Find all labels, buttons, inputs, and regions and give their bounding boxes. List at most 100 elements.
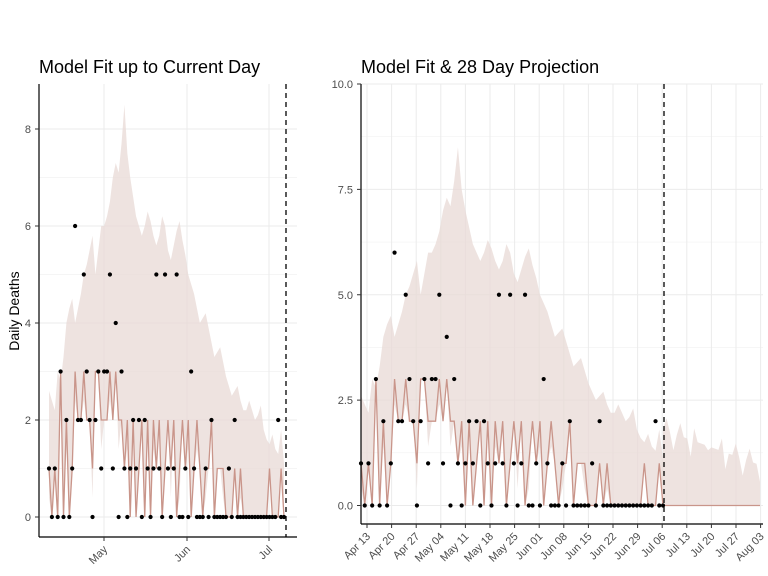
left-observed-point bbox=[46, 466, 52, 471]
left-observed-point bbox=[90, 514, 95, 520]
right-observed-point bbox=[549, 503, 554, 508]
left-observed-point bbox=[119, 369, 124, 374]
right-observed-point bbox=[537, 503, 543, 508]
right-observed-point bbox=[556, 503, 561, 508]
right-observed-point bbox=[388, 461, 393, 466]
right-observed-point bbox=[649, 503, 654, 508]
right-observed-point bbox=[619, 503, 625, 508]
left-observed-point bbox=[151, 466, 156, 471]
left-chart-title: Model Fit up to Current Day bbox=[39, 57, 260, 77]
left-observed-point bbox=[264, 514, 269, 520]
left-observed-point bbox=[238, 514, 243, 520]
right-x-tick-label: Jul 06 bbox=[639, 531, 668, 560]
right-observed-point bbox=[489, 503, 494, 508]
left-observed-point bbox=[96, 369, 101, 374]
right-x-tick-label: Jul 20 bbox=[688, 531, 717, 560]
right-observed-point bbox=[370, 503, 375, 508]
left-observed-point bbox=[78, 417, 84, 423]
left-observed-point bbox=[128, 466, 133, 471]
left-observed-point bbox=[281, 514, 287, 520]
left-observed-point bbox=[122, 466, 127, 471]
right-observed-point bbox=[384, 503, 390, 508]
right-observed-point bbox=[604, 503, 610, 508]
right-observed-point bbox=[481, 419, 487, 424]
right-observed-point bbox=[444, 334, 449, 339]
left-y-tick-label: 2 bbox=[25, 415, 31, 427]
left-y-tick-label: 0 bbox=[25, 512, 31, 524]
right-observed-point bbox=[496, 292, 502, 297]
right-observed-point bbox=[552, 503, 557, 508]
right-observed-point bbox=[403, 292, 408, 297]
left-observed-point bbox=[110, 466, 115, 471]
left-observed-point bbox=[212, 514, 217, 520]
left-observed-point bbox=[131, 417, 136, 423]
right-observed-point bbox=[645, 503, 651, 508]
left-observed-point bbox=[197, 514, 202, 520]
right-observed-point bbox=[429, 376, 434, 382]
left-observed-point bbox=[273, 514, 278, 520]
right-observed-point bbox=[597, 419, 602, 424]
right-observed-point bbox=[567, 419, 572, 424]
right-observed-point bbox=[534, 461, 539, 466]
left-observed-point bbox=[226, 466, 231, 471]
right-observed-point bbox=[578, 503, 584, 508]
left-observed-point bbox=[186, 514, 191, 520]
left-y-tick-label: 8 bbox=[25, 124, 31, 136]
left-observed-point bbox=[104, 369, 110, 374]
left-observed-point bbox=[191, 466, 197, 471]
left-observed-point bbox=[116, 514, 121, 520]
left-observed-point bbox=[249, 514, 255, 520]
right-observed-point bbox=[660, 503, 666, 508]
left-observed-point bbox=[247, 514, 252, 520]
left-observed-point bbox=[183, 466, 188, 471]
left-observed-point bbox=[261, 514, 266, 520]
left-observed-point bbox=[49, 514, 55, 520]
right-observed-point bbox=[515, 503, 520, 508]
right-y-tick-label: 5.0 bbox=[338, 290, 353, 302]
left-observed-point bbox=[276, 417, 281, 423]
right-observed-point bbox=[478, 503, 483, 508]
right-observed-point bbox=[560, 461, 565, 466]
left-panel: 0 2 4 6 8 May Jun Jul bbox=[25, 84, 297, 567]
right-observed-point bbox=[467, 419, 472, 424]
left-observed-point bbox=[142, 417, 147, 423]
right-observed-point bbox=[511, 461, 516, 466]
right-projection-band bbox=[663, 418, 760, 506]
left-observed-point bbox=[171, 466, 176, 471]
right-observed-point bbox=[508, 292, 513, 297]
left-y-tick-label: 6 bbox=[25, 221, 31, 233]
left-observed-point bbox=[258, 514, 263, 520]
left-observed-point bbox=[61, 514, 66, 520]
right-observed-point bbox=[418, 419, 423, 424]
left-observed-point bbox=[160, 514, 165, 520]
right-observed-point bbox=[407, 376, 412, 382]
right-observed-point bbox=[519, 461, 524, 466]
left-observed-point bbox=[252, 514, 258, 520]
left-observed-point bbox=[52, 466, 57, 471]
right-observed-point bbox=[373, 376, 379, 382]
left-observed-point bbox=[81, 272, 86, 277]
left-observed-point bbox=[84, 369, 89, 374]
right-observed-point bbox=[437, 292, 442, 297]
left-x-tick-label: Jul bbox=[257, 544, 275, 562]
right-x-tick-label: Jul 13 bbox=[664, 531, 693, 560]
left-observed-point bbox=[70, 466, 75, 471]
left-observed-point bbox=[200, 514, 205, 520]
right-observed-point bbox=[452, 376, 457, 382]
right-observed-point bbox=[362, 503, 367, 508]
left-observed-point bbox=[218, 514, 223, 520]
left-observed-point bbox=[209, 417, 214, 423]
left-observed-point bbox=[194, 514, 200, 520]
right-observed-point bbox=[526, 503, 531, 508]
right-observed-point bbox=[612, 503, 617, 508]
right-observed-point bbox=[455, 461, 461, 466]
left-observed-point bbox=[235, 514, 240, 520]
right-observed-point bbox=[381, 419, 386, 424]
right-x-tick-label: Jun 29 bbox=[612, 531, 644, 563]
left-observed-point bbox=[229, 514, 234, 520]
left-observed-point bbox=[154, 272, 159, 277]
right-observed-point bbox=[366, 461, 371, 466]
left-observed-point bbox=[177, 514, 182, 520]
